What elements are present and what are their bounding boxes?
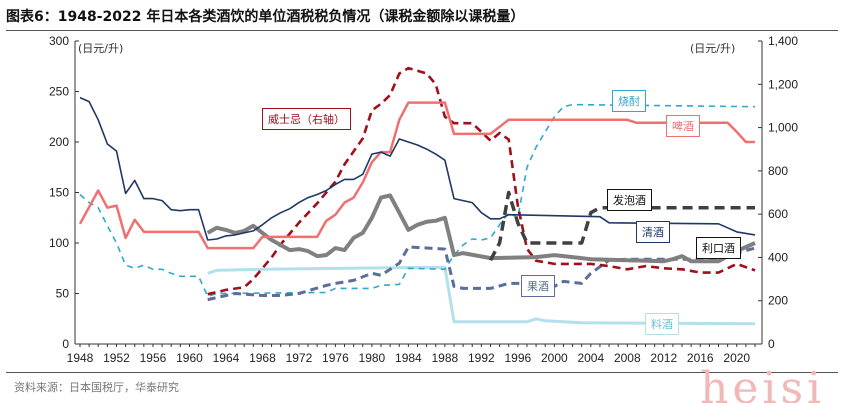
- left-tick-label: 100: [49, 236, 69, 250]
- left-tick-label: 0: [62, 337, 69, 351]
- x-tick-label: 2008: [614, 351, 641, 365]
- x-tick-label: 2004: [577, 351, 604, 365]
- left-tick-label: 250: [49, 85, 69, 99]
- series-line-7: [207, 245, 756, 302]
- right-tick-label: 200: [768, 294, 788, 308]
- right-axis-unit: (日元/升): [690, 42, 736, 55]
- footer-divider: [6, 372, 838, 373]
- x-tick-label: 1988: [432, 351, 459, 365]
- series-line-4: [207, 66, 756, 296]
- x-tick-label: 1948: [67, 351, 94, 365]
- series-line-2: [79, 103, 756, 298]
- label-shochu: 烧酎: [612, 90, 646, 112]
- right-tick-label: 1,000: [768, 121, 798, 135]
- x-tick-label: 1984: [395, 351, 422, 365]
- right-tick-label: 0: [768, 337, 775, 351]
- x-tick-label: 1980: [359, 351, 386, 365]
- label-beer: 啤酒: [666, 115, 700, 137]
- right-tick-label: 800: [768, 164, 788, 178]
- watermark: heisi: [700, 363, 826, 403]
- left-axis-unit: (日元/升): [78, 42, 124, 55]
- x-tick-label: 2012: [650, 351, 677, 365]
- x-tick-label: 1956: [140, 351, 167, 365]
- x-tick-label: 1992: [468, 351, 495, 365]
- label-seishu: 清酒: [636, 221, 670, 243]
- label-fruit-wine: 果酒: [521, 275, 555, 297]
- series-line-3: [207, 265, 756, 326]
- x-tick-label: 1976: [322, 351, 349, 365]
- x-tick-label: 1964: [213, 351, 240, 365]
- source-note: 资料来源：日本国税厅，华泰研究: [14, 381, 179, 394]
- x-tick-label: 2000: [541, 351, 568, 365]
- series-line-0: [78, 101, 755, 250]
- series-line-1: [79, 96, 756, 241]
- label-liqueur: 利口酒: [696, 237, 741, 259]
- right-tick-label: 1,400: [768, 34, 798, 48]
- left-tick-label: 150: [49, 186, 69, 200]
- series-line-5: [488, 190, 755, 262]
- x-tick-label: 2020: [723, 351, 750, 365]
- x-tick-label: 1952: [103, 351, 130, 365]
- x-tick-label: 1968: [249, 351, 276, 365]
- x-tick-label: 1960: [176, 351, 203, 365]
- x-tick-label: 1972: [286, 351, 313, 365]
- label-happoshu: 发泡酒: [607, 189, 652, 211]
- label-whisky: 威士忌（右轴）: [262, 108, 351, 130]
- right-tick-label: 1,200: [768, 77, 798, 91]
- left-tick-label: 50: [56, 287, 70, 301]
- title-divider: [6, 30, 838, 31]
- right-tick-label: 600: [768, 207, 788, 221]
- right-tick-label: 400: [768, 250, 788, 264]
- left-tick-label: 200: [49, 135, 69, 149]
- left-tick-label: 300: [49, 34, 69, 48]
- series-line-6: [206, 193, 756, 264]
- x-tick-label: 2016: [687, 351, 714, 365]
- x-tick-label: 1996: [504, 351, 531, 365]
- chart-title: 图表6：1948-2022 年日本各类酒饮的单位酒税税负情况（课税金额除以课税量…: [6, 9, 525, 25]
- label-mirin: 料酒: [645, 313, 679, 335]
